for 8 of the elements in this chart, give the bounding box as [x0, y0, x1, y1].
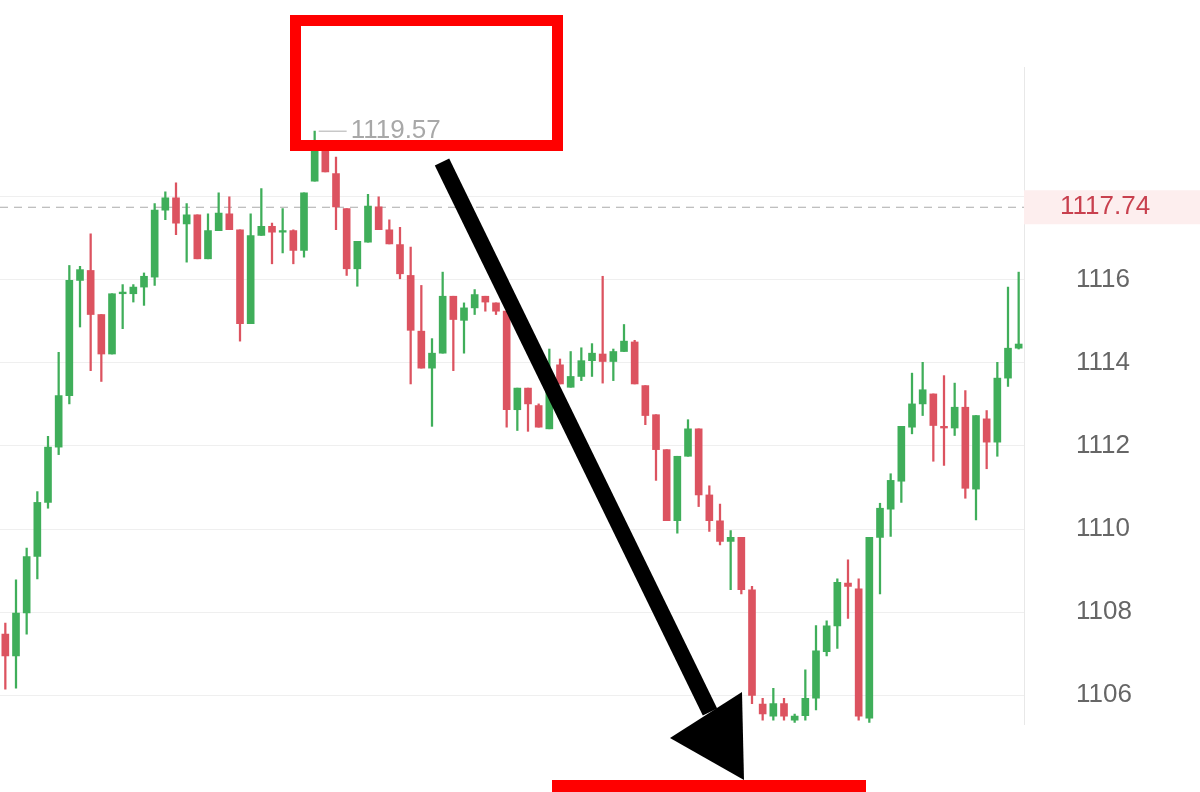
ref-line-label: 1117.74: [1060, 190, 1151, 221]
annotation: 1119.57: [350, 114, 441, 145]
y-tick-label: 1106: [1076, 678, 1132, 709]
y-tick-label: 1110: [1076, 512, 1130, 543]
y-tick-label: 1108: [1076, 595, 1132, 626]
y-tick-label: 1114: [1076, 345, 1130, 376]
y-tick-label: 1116: [1076, 262, 1130, 293]
y-tick-label: 1112: [1076, 429, 1130, 460]
